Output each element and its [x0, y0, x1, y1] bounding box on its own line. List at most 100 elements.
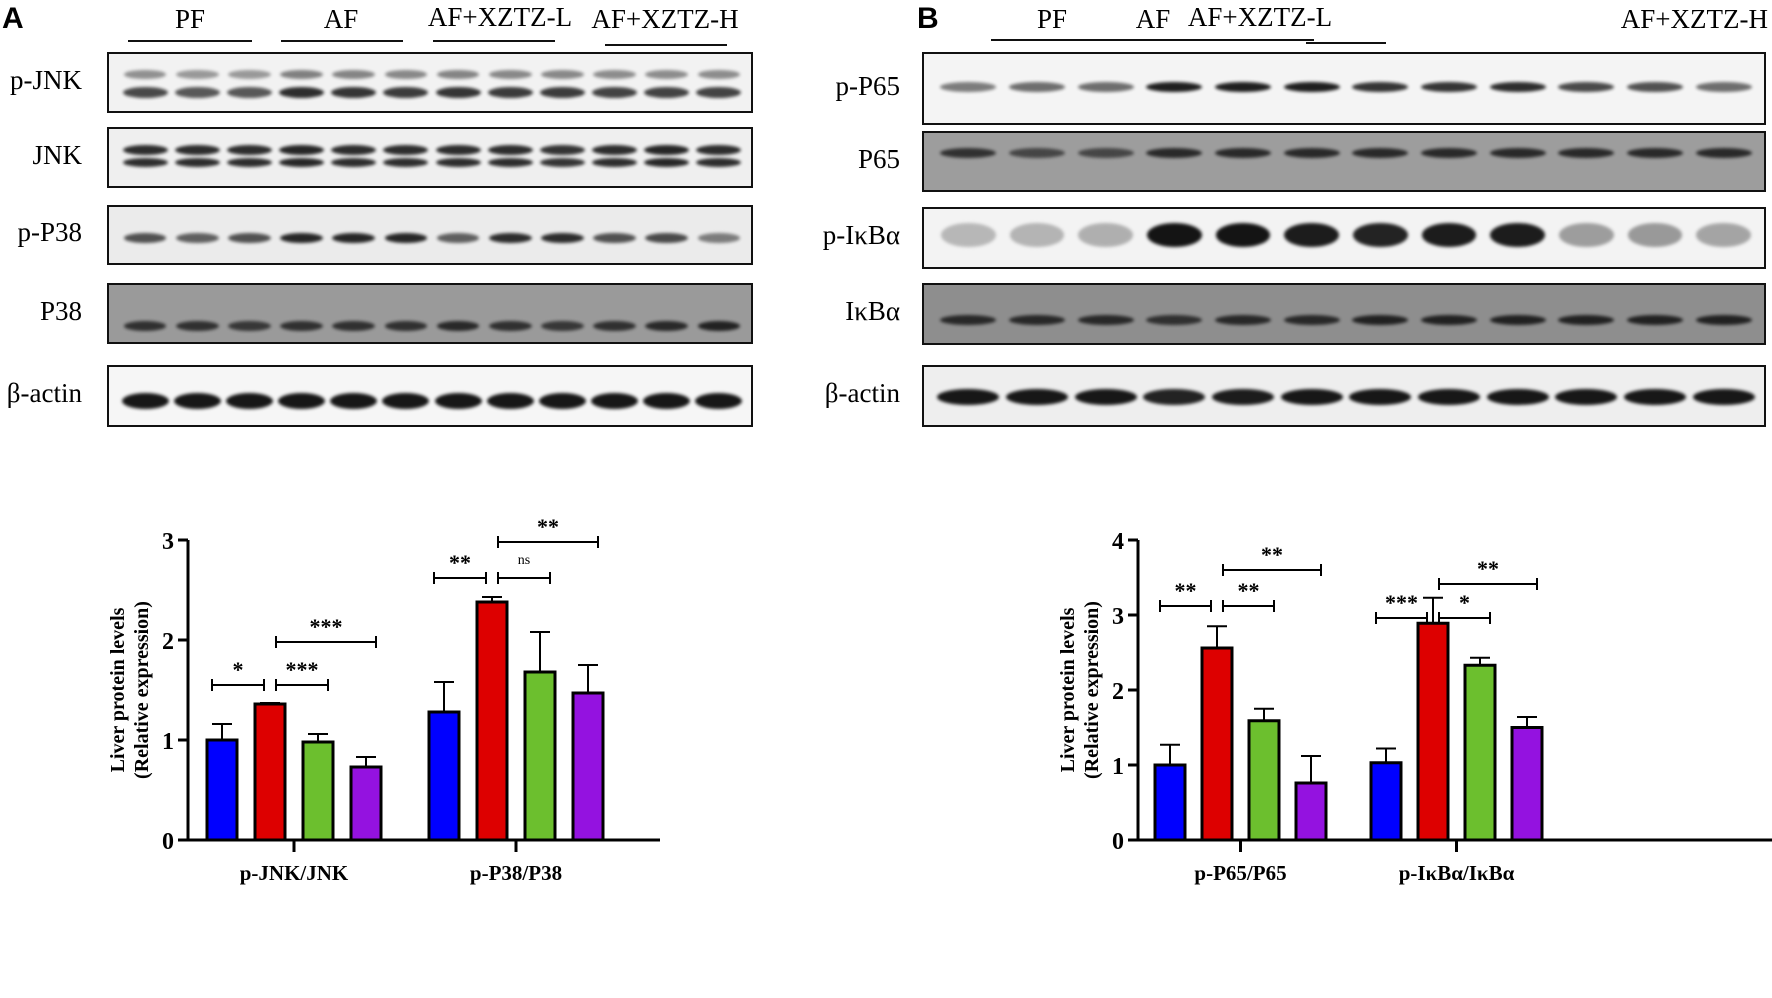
protein-band: [488, 321, 532, 331]
protein-band: [173, 393, 221, 409]
group-line: [605, 44, 727, 46]
bar-pf: [1153, 763, 1187, 842]
panel-b-bar-chart: 0 1 2 3 4 Liver protein levels (Relative expre…: [1057, 529, 1772, 885]
protein-band: [122, 87, 168, 98]
protein-band: [278, 393, 326, 409]
protein-band: [1008, 82, 1066, 92]
protein-band: [280, 233, 323, 243]
protein-band: [1490, 223, 1546, 247]
protein-band: [383, 158, 429, 167]
blot-label: β-actin: [824, 378, 900, 408]
protein-band: [123, 233, 167, 243]
protein-band: [1146, 223, 1202, 247]
protein-band: [1558, 82, 1615, 92]
protein-band: [1009, 223, 1065, 247]
protein-band: [1215, 223, 1271, 247]
protein-band: [1695, 315, 1752, 325]
protein-band: [1212, 389, 1274, 405]
protein-band: [1077, 315, 1134, 325]
protein-band: [541, 321, 584, 331]
blot-strip: [922, 365, 1766, 427]
protein-band: [1280, 389, 1343, 405]
protein-band: [940, 315, 997, 325]
y-tick-label: 0: [162, 829, 174, 855]
protein-band: [123, 70, 167, 79]
protein-band: [1626, 315, 1684, 325]
significance-label: ***: [1385, 590, 1418, 615]
significance-label: ***: [286, 657, 319, 682]
protein-band: [279, 87, 324, 98]
y-tick-label: 2: [1112, 679, 1124, 705]
protein-band: [280, 321, 323, 331]
x-category-label: p-P38/P38: [470, 861, 562, 885]
protein-band: [539, 158, 585, 167]
protein-band: [331, 145, 377, 155]
significance-label: *: [1459, 590, 1470, 615]
blot-label: P38: [39, 295, 82, 326]
protein-band: [228, 233, 271, 243]
protein-band: [1008, 315, 1066, 325]
bar-pf: [427, 710, 461, 842]
protein-band: [592, 158, 637, 167]
protein-band: [488, 70, 532, 79]
protein-band: [1006, 389, 1068, 405]
significance-label: **: [537, 514, 559, 539]
protein-band: [384, 321, 428, 331]
protein-band: [644, 145, 690, 155]
bar-af-xztz-h: [571, 691, 605, 842]
protein-band: [1284, 223, 1340, 247]
protein-band: [1420, 82, 1478, 92]
blot-label: p-P65: [835, 70, 900, 101]
blot-strip: [922, 283, 1766, 345]
protein-band: [696, 158, 742, 167]
protein-band: [592, 87, 637, 98]
protein-band: [279, 145, 324, 155]
group-line: [1192, 39, 1314, 41]
blot-strip: [922, 52, 1766, 125]
bar-af: [253, 702, 287, 842]
protein-band: [228, 70, 271, 79]
group-line: [433, 40, 555, 42]
group-label-af-xztz-l: AF+XZTZ-L: [1187, 2, 1333, 32]
bar-af-xztz-h: [1510, 726, 1544, 842]
group-label-af: AF: [323, 4, 359, 34]
protein-band: [174, 158, 220, 167]
protein-band: [645, 70, 689, 79]
protein-band: [488, 233, 532, 243]
protein-band: [644, 158, 690, 167]
protein-band: [591, 393, 639, 409]
protein-band: [1078, 223, 1134, 247]
protein-band: [1626, 148, 1684, 158]
protein-band: [332, 321, 376, 331]
protein-band: [175, 321, 219, 331]
protein-band: [1558, 223, 1614, 247]
protein-band: [1421, 223, 1477, 247]
protein-band: [696, 87, 742, 98]
group-line: [991, 39, 1113, 41]
group-label-af-xztz-l: AF+XZTZ-L: [427, 2, 573, 32]
panel-b-letter: B: [917, 2, 939, 35]
y-axis-label: Liver protein levels (Relative expression…: [107, 601, 153, 779]
protein-band: [331, 87, 377, 98]
blot-strip: [922, 207, 1766, 269]
protein-band: [1214, 315, 1272, 325]
significance-label: **: [1261, 542, 1283, 567]
blot-strip: [107, 283, 753, 344]
protein-band: [121, 393, 169, 409]
bar-af-xztz-l: [1247, 719, 1281, 842]
protein-band: [1077, 82, 1134, 92]
group-line: [1092, 39, 1214, 41]
protein-band: [1283, 148, 1340, 158]
blot-strip: [107, 365, 753, 427]
protein-band: [541, 233, 584, 243]
y-tick-label: 1: [1112, 754, 1124, 780]
protein-band: [435, 87, 481, 98]
protein-band: [175, 70, 219, 79]
protein-band: [1352, 148, 1409, 158]
protein-band: [383, 145, 429, 155]
protein-band: [592, 145, 637, 155]
group-label-af-xztz-h: AF+XZTZ-H: [591, 4, 739, 34]
protein-band: [487, 87, 533, 98]
protein-band: [1349, 389, 1412, 405]
x-category-label: p-IκBα/IκBα: [1399, 861, 1515, 885]
